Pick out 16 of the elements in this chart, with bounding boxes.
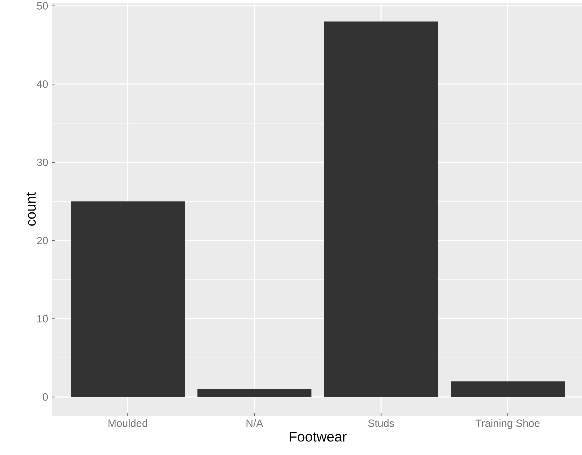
bar — [71, 202, 185, 398]
y-tick-label: 50 — [37, 2, 48, 10]
x-tick-label: N/A — [246, 420, 264, 428]
x-axis-title: Footwear — [290, 432, 347, 442]
x-tick-label: Moulded — [108, 420, 148, 428]
y-tick-label: 0 — [43, 394, 48, 401]
bar — [198, 389, 312, 398]
x-tick-label: Studs — [368, 420, 394, 428]
y-tick-label: 10 — [38, 315, 48, 323]
bar — [451, 382, 566, 398]
bar — [324, 22, 438, 398]
y-axis-title: count — [26, 192, 36, 226]
y-tick-label: 30 — [37, 158, 48, 166]
y-tick-label: 20 — [37, 237, 48, 244]
y-tick-label: 40 — [37, 80, 48, 88]
x-tick-label: Training Shoe — [476, 420, 540, 430]
